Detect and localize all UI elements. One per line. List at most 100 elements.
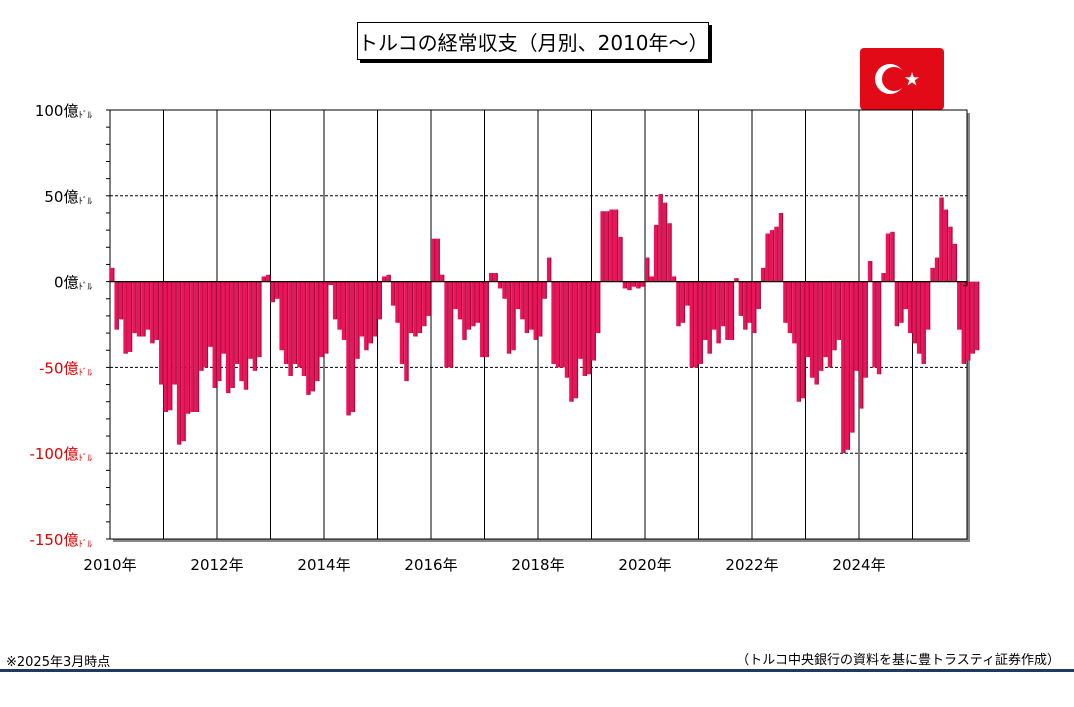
bar: [801, 281, 805, 399]
bar: [845, 281, 849, 450]
bar-shade: [179, 281, 182, 445]
bar: [274, 281, 279, 299]
bar-shade: [848, 281, 851, 450]
y-tick-label: -100億ﾄﾞﾙ: [29, 445, 92, 464]
bar: [154, 281, 158, 340]
bar: [163, 281, 167, 413]
bar: [952, 243, 956, 282]
bar: [792, 281, 796, 344]
bar-shade: [897, 281, 900, 327]
bar-shade: [830, 281, 833, 368]
bar: [422, 281, 426, 327]
bar-shade: [799, 281, 802, 402]
bar: [689, 281, 693, 368]
bar-shade: [710, 281, 712, 354]
bar: [729, 281, 733, 340]
bar-shade: [219, 281, 222, 382]
bar-shade: [638, 281, 641, 289]
bar: [752, 281, 756, 334]
bar-shade: [518, 281, 521, 310]
bar-shade: [674, 276, 677, 282]
bar: [653, 224, 658, 282]
bar: [600, 211, 604, 282]
bar-shade: [786, 281, 788, 323]
bar: [698, 281, 702, 364]
bar-shade: [282, 281, 284, 351]
bar: [462, 281, 466, 340]
bar-shade: [326, 281, 329, 354]
bar-shade: [157, 281, 160, 340]
bar: [725, 281, 729, 340]
bar-shade: [429, 281, 431, 316]
x-tick-label: 2022年: [725, 556, 778, 574]
bar: [925, 281, 930, 330]
bar-shade: [621, 236, 623, 282]
bar: [640, 281, 644, 287]
bar-shade: [937, 257, 940, 282]
bar: [796, 281, 800, 402]
bar: [417, 281, 421, 334]
bar: [306, 281, 310, 395]
bar-shade: [643, 281, 645, 287]
bar: [827, 281, 832, 368]
bar-shade: [531, 281, 534, 330]
bar-shade: [603, 211, 605, 282]
bar: [408, 281, 412, 334]
bar-shade: [554, 281, 556, 364]
bar-shade: [242, 281, 244, 382]
bar: [707, 281, 711, 354]
bar: [484, 281, 488, 358]
bar-shade: [420, 281, 423, 334]
bar: [181, 281, 185, 442]
bar: [279, 281, 283, 351]
bar-shade: [349, 281, 351, 416]
bar: [765, 233, 769, 282]
bar-shade: [607, 211, 610, 282]
bar-shade: [215, 281, 217, 388]
bar-shade: [594, 281, 596, 361]
bar: [297, 281, 301, 368]
bar-shade: [264, 276, 267, 282]
bar: [658, 194, 662, 282]
bar: [769, 230, 774, 282]
x-tick-label: 2016年: [404, 556, 457, 574]
bar: [890, 231, 894, 282]
bar-shade: [728, 281, 730, 340]
bar-shade: [665, 202, 668, 282]
bar-shade: [870, 261, 873, 282]
bar: [613, 209, 618, 282]
bar: [239, 281, 243, 382]
bar-shade: [433, 238, 436, 282]
bar-shade: [402, 281, 405, 364]
bar-shade: [166, 281, 168, 413]
bar-shade: [322, 281, 324, 358]
bar-shade: [469, 281, 472, 330]
bar: [123, 281, 127, 354]
bar: [145, 281, 149, 330]
bar: [176, 281, 181, 445]
bar: [720, 281, 725, 327]
bar-shade: [737, 278, 739, 282]
bar: [359, 281, 363, 337]
bar: [609, 209, 613, 282]
bar-shade: [514, 281, 516, 351]
bar: [167, 281, 172, 411]
bar: [850, 281, 854, 433]
bar: [854, 281, 858, 371]
bar-shade: [389, 274, 391, 282]
bar-shade: [585, 281, 588, 376]
bar: [199, 281, 203, 371]
bar: [881, 273, 885, 282]
bar-shade: [398, 281, 400, 323]
bar-shade: [358, 281, 360, 359]
bar-shade: [754, 281, 757, 334]
bar: [266, 274, 270, 282]
bar: [912, 281, 916, 344]
bar: [208, 281, 212, 347]
bar: [141, 281, 145, 337]
bar: [578, 281, 582, 359]
bar-shade: [705, 281, 708, 340]
bar-shade: [732, 281, 735, 340]
bar-shade: [572, 281, 574, 402]
bar-shade: [411, 281, 414, 334]
